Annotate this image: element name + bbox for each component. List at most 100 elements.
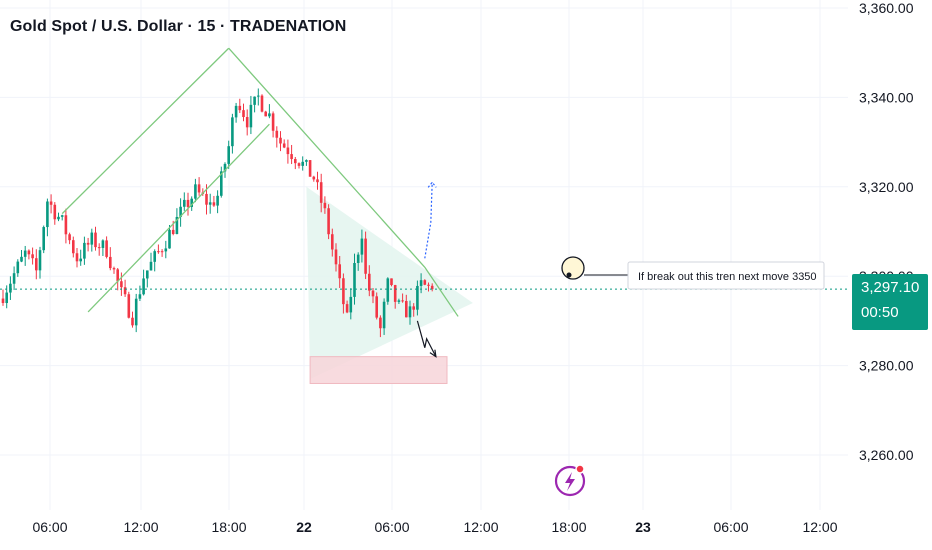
candle-body: [231, 117, 234, 147]
y-tick-label: 3,360.00: [859, 0, 914, 16]
candle-body: [390, 278, 393, 286]
candle-body: [242, 110, 245, 118]
triangle-pattern: [306, 186, 473, 380]
candle-body: [197, 184, 201, 193]
candle-body: [175, 216, 179, 234]
candle-body: [68, 234, 71, 241]
candle-body: [382, 301, 386, 329]
candle-body: [112, 268, 116, 270]
candle-body: [264, 111, 267, 117]
breakout-projection: [424, 182, 433, 259]
candle-body: [423, 280, 427, 285]
lightning-bolt-icon: [554, 464, 586, 497]
candle-body: [257, 95, 260, 97]
candle-body: [38, 250, 42, 271]
callout-text: If break out this tren next move 3350: [638, 271, 817, 283]
candle-body: [157, 251, 160, 253]
candle-body: [31, 254, 34, 259]
candle-body: [131, 317, 134, 326]
candle-body: [282, 143, 286, 148]
candle-body: [249, 104, 253, 128]
candle-body: [9, 283, 12, 293]
x-tick-label: 06:00: [713, 519, 748, 535]
candle-body: [401, 300, 404, 302]
candle-body: [190, 198, 193, 207]
x-tick-label: 12:00: [802, 519, 837, 535]
candle-body: [60, 215, 64, 217]
candle-body: [168, 229, 171, 249]
y-tick-label: 3,340.00: [859, 89, 914, 105]
candle-body: [408, 306, 412, 318]
candle-body: [308, 160, 312, 177]
price-axis: 3,260.003,280.003,300.003,320.003,340.00…: [859, 0, 914, 463]
candle-body: [1, 298, 5, 304]
candle-body: [86, 242, 90, 245]
candle-body: [268, 113, 271, 117]
candle-body: [212, 202, 216, 206]
candle-body: [20, 256, 23, 262]
x-tick-label: 18:00: [551, 519, 586, 535]
candle-body: [94, 232, 97, 248]
candle-body: [220, 171, 223, 196]
x-tick-label: 22: [296, 519, 312, 535]
candle-body: [275, 130, 279, 138]
candle-body: [153, 251, 156, 262]
last-price-badge: 3,297.10 00:50: [852, 274, 928, 330]
candle-body: [205, 193, 208, 205]
candle-body: [105, 240, 108, 257]
candle-body: [294, 159, 297, 164]
annotation-group[interactable]: If break out this tren next move 3350: [554, 256, 825, 497]
candle-body: [183, 199, 186, 207]
breakout-circle: [561, 256, 585, 280]
candle-body: [83, 242, 86, 259]
candle-body: [290, 154, 293, 160]
candle-body: [353, 263, 356, 297]
candle-body: [23, 250, 27, 257]
candle-body: [27, 250, 31, 255]
candle-body: [53, 204, 57, 220]
candle-body: [75, 253, 79, 262]
trend-line: [87, 123, 270, 313]
candle-body: [430, 285, 434, 290]
candle-body: [90, 232, 94, 245]
candle-body: [194, 184, 197, 199]
candle-body: [42, 227, 45, 251]
candle-body: [46, 201, 49, 228]
trend-line: [424, 266, 459, 317]
candle-body: [364, 238, 367, 274]
candle-body: [127, 294, 131, 318]
trend-line: [61, 47, 230, 215]
candle-body: [327, 208, 330, 235]
candle-body: [120, 281, 123, 288]
x-tick-label: 18:00: [211, 519, 246, 535]
candle-body: [116, 269, 119, 282]
candle-body: [368, 273, 371, 291]
candle-body: [142, 278, 145, 295]
candle-body: [393, 285, 397, 302]
last-price-value: 3,297.10: [861, 279, 920, 296]
candle-body: [260, 95, 264, 112]
candle-body: [245, 117, 249, 128]
candle-body: [334, 249, 338, 265]
callout-box: [627, 261, 825, 290]
candle-body: [109, 256, 112, 269]
candle-body: [101, 240, 105, 248]
candle-body: [208, 202, 212, 205]
candle-body: [416, 285, 419, 310]
candle-body: [375, 296, 378, 318]
candle-body: [134, 298, 138, 326]
candle-body: [331, 234, 334, 250]
candle-body: [427, 284, 430, 286]
candle-body: [386, 278, 390, 302]
candle-body: [419, 280, 423, 286]
candle-body: [223, 163, 227, 172]
candle-body: [323, 202, 327, 209]
candle-body: [397, 300, 401, 302]
trend-line: [228, 47, 426, 268]
candle-body: [49, 201, 53, 205]
candle-body: [12, 273, 16, 284]
candle-body: [57, 216, 60, 220]
candle-body: [405, 300, 408, 318]
